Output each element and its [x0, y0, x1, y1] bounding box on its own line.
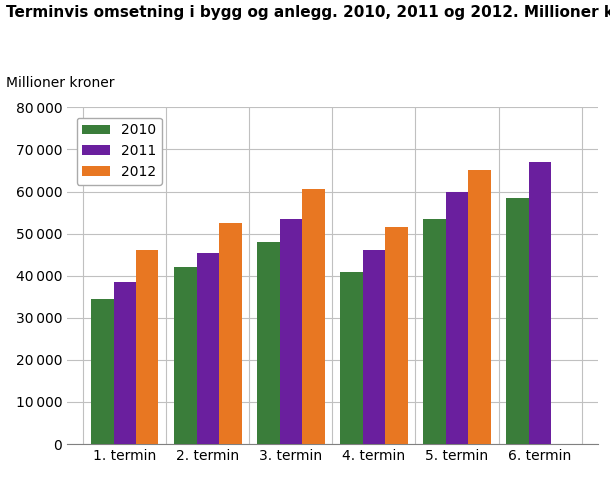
- Bar: [174, 267, 196, 444]
- Bar: [385, 227, 407, 444]
- Bar: [196, 253, 219, 444]
- Bar: [423, 219, 446, 444]
- Bar: [92, 299, 113, 444]
- Bar: [529, 162, 551, 444]
- Bar: [280, 219, 302, 444]
- Bar: [302, 189, 325, 444]
- Bar: [219, 223, 242, 444]
- Bar: [257, 242, 280, 444]
- Bar: [446, 191, 468, 444]
- Text: Millioner kroner: Millioner kroner: [6, 76, 115, 90]
- Bar: [468, 170, 490, 444]
- Bar: [113, 282, 136, 444]
- Bar: [363, 250, 385, 444]
- Bar: [506, 198, 529, 444]
- Text: Terminvis omsetning i bygg og anlegg. 2010, 2011 og 2012. Millioner kroner: Terminvis omsetning i bygg og anlegg. 20…: [6, 5, 610, 20]
- Legend: 2010, 2011, 2012: 2010, 2011, 2012: [77, 118, 162, 184]
- Bar: [340, 271, 363, 444]
- Bar: [136, 250, 159, 444]
